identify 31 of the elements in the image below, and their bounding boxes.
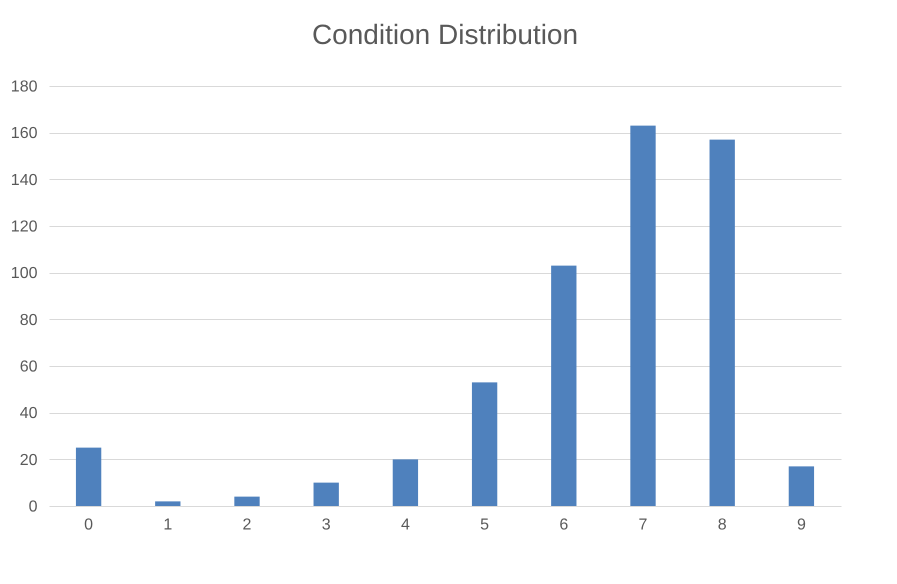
- y-tick-label: 180: [10, 78, 38, 96]
- x-tick-label: 9: [796, 516, 806, 534]
- x-tick-label: 1: [163, 516, 172, 534]
- y-tick-label: 160: [10, 125, 38, 142]
- x-tick-label: 6: [559, 516, 568, 534]
- y-tick-label: 0: [28, 498, 38, 516]
- x-tick-label: 4: [400, 516, 410, 534]
- bar: [630, 126, 656, 506]
- bar: [392, 459, 418, 506]
- y-tick-label: 140: [10, 172, 38, 189]
- y-tick-label: 100: [10, 265, 38, 282]
- y-tick-label: 20: [20, 452, 38, 469]
- y-tick-label: 120: [10, 218, 38, 236]
- bar: [551, 266, 576, 506]
- bar: [234, 496, 260, 506]
- x-tick-label: 0: [84, 516, 94, 534]
- bar: [76, 448, 102, 506]
- x-tick-label: 5: [480, 516, 490, 534]
- x-tick-label: 7: [638, 516, 648, 534]
- bar: [710, 140, 735, 506]
- chart-title: Condition Distribution: [312, 19, 578, 50]
- bar: [155, 501, 180, 506]
- y-tick-label: 80: [20, 312, 38, 329]
- y-tick-label: 40: [20, 405, 38, 422]
- y-tick-label: 60: [20, 358, 38, 376]
- x-tick-label: 2: [242, 516, 252, 534]
- x-tick-label: 3: [322, 516, 331, 534]
- bar: [472, 382, 498, 506]
- bar: [314, 482, 339, 506]
- x-tick-label: 8: [718, 516, 727, 534]
- bar: [788, 466, 814, 506]
